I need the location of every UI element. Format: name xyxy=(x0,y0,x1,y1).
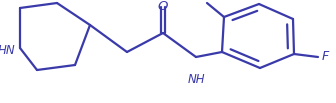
Text: NH: NH xyxy=(187,73,205,86)
Text: F: F xyxy=(322,50,329,64)
Text: HN: HN xyxy=(0,43,16,57)
Text: O: O xyxy=(158,0,168,13)
